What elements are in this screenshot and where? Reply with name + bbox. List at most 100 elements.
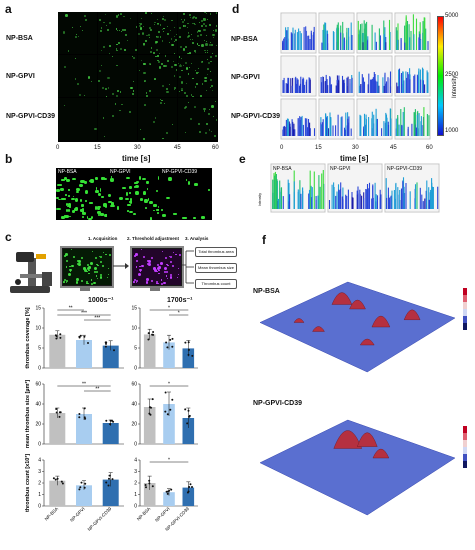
data-point (187, 409, 190, 412)
panel-a-letter: a (5, 2, 12, 16)
colorbar-tick: 2500 (445, 72, 459, 78)
data-point (188, 348, 190, 351)
panel-d-row-label: NP-BSA (231, 36, 258, 43)
panel-d-row-label: NP-GPVI-CD39 (231, 113, 281, 120)
bar-np-gpvi (76, 485, 92, 506)
panel-c-letter: c (5, 230, 12, 244)
y-tick-label: 60 (35, 382, 41, 388)
bar-np-gpvi (163, 342, 175, 368)
y-tick-label: 3 (38, 469, 41, 475)
data-point (107, 484, 110, 487)
data-point (184, 341, 187, 344)
output-box: Total thrombus area (195, 247, 237, 257)
data-point (148, 412, 151, 415)
panel-b-image-strip: NP-BSA NP-GPVI NP-GPVI-CD39 (56, 168, 212, 220)
data-point (152, 331, 155, 333)
surface-tile (280, 12, 317, 54)
tile-label: NP-GPVI (110, 169, 131, 175)
data-point (111, 478, 114, 481)
x-tick-label: NP-BSA (44, 506, 59, 521)
surface-colorbar (463, 288, 467, 330)
tile-label: NP-GPVI (330, 166, 351, 172)
data-point (54, 334, 57, 337)
significance-label: * (168, 305, 170, 311)
surface-tile (356, 98, 393, 140)
surface-tile (356, 12, 393, 54)
data-point (148, 482, 151, 485)
error-bar (167, 334, 171, 350)
panel-a-row-label: NP-GPVI (6, 73, 35, 80)
bar-np-gpvi-cd39 (182, 487, 195, 506)
data-point (108, 474, 111, 477)
bar-np-bsa (49, 334, 66, 368)
panel-a-time-tick: 0 (56, 145, 60, 151)
data-point (109, 423, 112, 426)
data-point (186, 491, 189, 494)
y-tick-label: 4 (38, 458, 41, 464)
microscopy-tile (178, 98, 217, 140)
panel-b-letter: b (5, 152, 13, 166)
data-point (191, 354, 194, 357)
error-bar (55, 475, 60, 486)
data-point (186, 422, 189, 425)
microscopy-tile (98, 55, 137, 97)
data-point (166, 413, 169, 416)
data-point (61, 482, 64, 485)
colorbar-label: Intensity (452, 75, 458, 98)
data-point (59, 336, 62, 339)
panel-e-ylabel: Intensity (258, 192, 262, 206)
data-point (78, 488, 81, 491)
bar-np-gpvi-cd39 (102, 479, 119, 506)
tile-label: NP-GPVI-CD39 (387, 166, 422, 172)
surface-colorbar (463, 426, 467, 468)
significance-label: ** (82, 381, 86, 387)
data-point (108, 477, 110, 480)
shear-rate-label: 1700s⁻¹ (167, 297, 193, 304)
data-point (104, 341, 107, 344)
y-tick-label: 15 (35, 306, 41, 312)
surface-tile (394, 98, 431, 140)
bar-np-bsa (49, 413, 66, 444)
y-tick-label: 15 (131, 306, 137, 312)
data-point (83, 416, 86, 419)
data-point (145, 486, 147, 489)
colorbar-tick: 1000 (445, 128, 459, 134)
error-bar (167, 391, 171, 416)
surface-tile: NP-BSA (270, 163, 326, 213)
significance-label: ** (95, 386, 99, 392)
data-point (152, 333, 155, 336)
data-point (170, 488, 173, 491)
tile-label: NP-BSA (58, 169, 77, 175)
data-point (109, 419, 112, 422)
step-label: 1. Acquisition (88, 236, 118, 241)
y-tick-label: 0 (134, 366, 137, 372)
data-point (191, 486, 193, 488)
significance-label: * (168, 381, 170, 387)
panel-e-surface-strip: NP-BSA NP-GPVI NP-GPVI-CD39 (270, 163, 440, 213)
panel-d-time-tick: 30 (352, 145, 359, 151)
data-point (52, 477, 55, 480)
microscopy-tile (98, 12, 137, 54)
microscopy-tile: NP-GPVI-CD39 (160, 168, 211, 220)
microscopy-tile (178, 12, 217, 54)
data-point (169, 408, 172, 411)
surface-tile (318, 98, 355, 140)
y-axis-label: thrombus coverage [%] (25, 307, 31, 368)
microscopy-tile (138, 12, 177, 54)
bar-chart-coverage-1700: 0 5 10 15 * * (131, 305, 198, 372)
data-point (164, 410, 167, 413)
acquisition-monitor (60, 246, 114, 288)
data-point (83, 407, 86, 410)
threshold-monitor (130, 246, 184, 288)
microscopy-tile (138, 98, 177, 140)
y-tick-label: 3 (134, 469, 137, 475)
data-point (147, 338, 150, 341)
data-point (171, 345, 174, 348)
y-tick-label: 1 (38, 492, 41, 498)
bar-np-gpvi (76, 414, 92, 444)
tile-label: NP-BSA (273, 166, 292, 172)
x-tick-label: NP-GPVI-CD39 (87, 506, 113, 532)
y-tick-label: 0 (134, 442, 137, 448)
y-tick-label: 2 (38, 481, 41, 487)
microscopy-tile (58, 55, 97, 97)
